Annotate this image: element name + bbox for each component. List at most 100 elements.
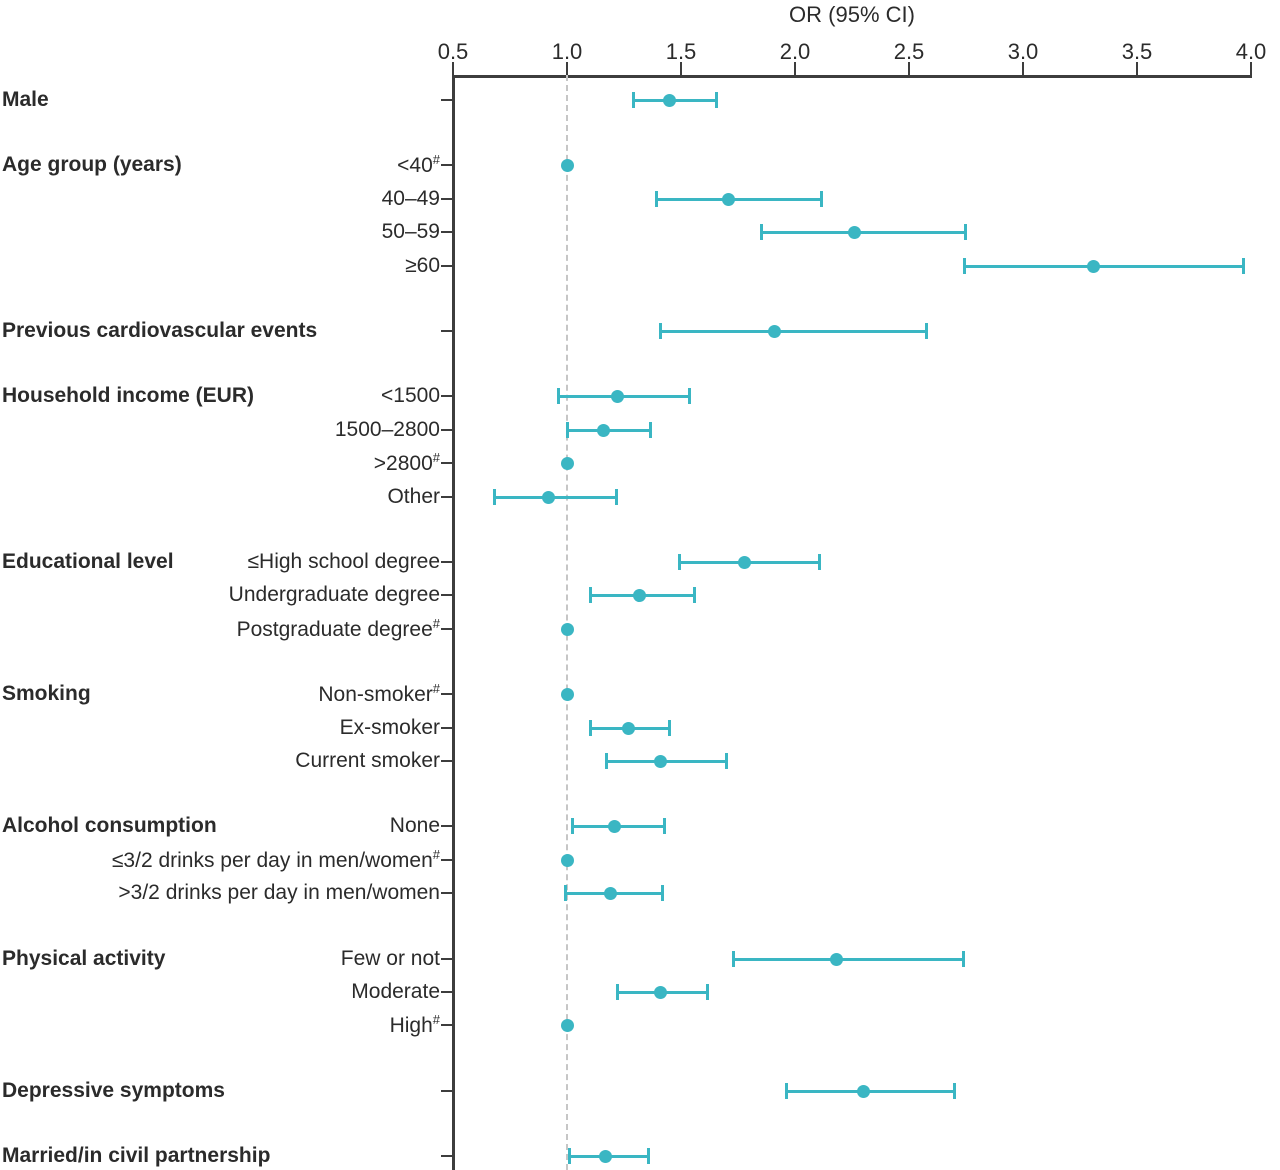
ci-cap-upper: [962, 951, 965, 967]
ci-cap-lower: [571, 818, 574, 834]
row-label: <1500: [381, 384, 440, 407]
or-point: [768, 324, 781, 338]
row-label: 1500–2800: [334, 418, 440, 441]
group-header: Previous cardiovascular events: [2, 319, 318, 342]
ci-bar: [761, 231, 966, 234]
row-label: >3/2 drinks per day in men/women: [118, 881, 440, 904]
y-axis-tick: [441, 231, 453, 233]
x-tick-label: 3.0: [1007, 39, 1039, 64]
row-label: Other: [387, 485, 440, 508]
y-axis-tick: [441, 1024, 453, 1026]
ci-cap-lower: [568, 1148, 571, 1164]
group-header: Married/in civil partnership: [2, 1144, 271, 1167]
row-label: ≤3/2 drinks per day in men/women#: [111, 847, 440, 872]
x-tick-label: 2.5: [893, 39, 925, 64]
row-label: Moderate: [351, 980, 440, 1003]
ci-cap-upper: [715, 92, 718, 108]
ci-cap-upper: [615, 489, 618, 505]
or-point: [738, 555, 751, 569]
row-label: ≤High school degree: [247, 550, 440, 573]
x-tick-label: 4.0: [1235, 39, 1267, 64]
ci-cap-lower: [566, 422, 569, 438]
row-label: High#: [389, 1012, 440, 1037]
y-axis-tick: [441, 1090, 453, 1092]
row-label: Few or not: [340, 947, 440, 970]
or-point: [561, 456, 574, 470]
y-axis-tick: [441, 395, 453, 397]
or-point: [1087, 259, 1100, 273]
x-axis-tick: [908, 62, 910, 75]
x-axis-tick: [1250, 62, 1252, 75]
x-axis-tick: [794, 62, 796, 75]
group-header: Age group (years): [2, 153, 182, 176]
reference-marker: #: [432, 616, 440, 631]
ci-cap-upper: [820, 191, 823, 207]
row-label: Ex-smoker: [339, 716, 440, 739]
ci-cap-lower: [963, 258, 966, 274]
ci-cap-upper: [661, 885, 664, 901]
ci-cap-lower: [616, 984, 619, 1000]
group-header: Alcohol consumption: [2, 814, 217, 837]
ci-cap-upper: [725, 753, 728, 769]
ci-bar: [558, 395, 690, 398]
ci-cap-lower: [632, 92, 635, 108]
y-axis-tick: [441, 693, 453, 695]
or-point: [622, 721, 635, 735]
row-label: Non-smoker#: [318, 681, 440, 706]
ci-cap-upper: [663, 818, 666, 834]
reference-marker: #: [432, 681, 440, 696]
row-label: <40#: [397, 152, 440, 177]
y-axis-tick: [441, 198, 453, 200]
x-axis-title: OR (95% CI): [789, 2, 915, 27]
row-label: 40–49: [381, 187, 440, 210]
row-label: None: [389, 814, 440, 837]
ci-cap-lower: [732, 951, 735, 967]
ci-cap-lower: [760, 224, 763, 240]
or-point: [561, 1018, 574, 1032]
ci-cap-upper: [964, 224, 967, 240]
x-tick-label: 1.0: [551, 39, 583, 64]
x-axis-tick: [680, 62, 682, 75]
y-axis-tick: [441, 859, 453, 861]
ci-cap-lower: [785, 1083, 788, 1099]
x-tick-label: 3.5: [1121, 39, 1153, 64]
y-axis-tick: [441, 1155, 453, 1157]
or-point: [611, 389, 624, 403]
reference-marker: #: [432, 847, 440, 862]
or-point: [857, 1084, 870, 1098]
ci-cap-upper: [693, 587, 696, 603]
or-point: [848, 225, 861, 239]
ci-cap-upper: [953, 1083, 956, 1099]
y-axis-tick: [441, 594, 453, 596]
y-axis-tick: [441, 628, 453, 630]
x-axis-tick: [452, 62, 454, 75]
reference-marker: #: [432, 152, 440, 167]
or-point: [561, 158, 574, 172]
row-label: ≥60: [405, 254, 440, 277]
reference-marker: #: [432, 450, 440, 465]
ci-cap-lower: [589, 587, 592, 603]
y-axis-tick: [441, 561, 453, 563]
group-header: Depressive symptoms: [2, 1079, 225, 1102]
group-header: Smoking: [2, 682, 91, 705]
or-point: [597, 423, 610, 437]
y-axis-tick: [441, 429, 453, 431]
ci-cap-upper: [1242, 258, 1245, 274]
ci-cap-upper: [649, 422, 652, 438]
ci-cap-lower: [589, 720, 592, 736]
ci-bar: [656, 198, 822, 201]
ci-cap-lower: [605, 753, 608, 769]
group-header: Household income (EUR): [2, 384, 255, 407]
y-axis-line: [452, 75, 455, 1170]
row-label: Undergraduate degree: [228, 583, 440, 606]
x-axis-line: [452, 75, 1252, 78]
y-axis-tick: [441, 825, 453, 827]
ci-cap-upper: [688, 388, 691, 404]
ci-cap-lower: [655, 191, 658, 207]
ci-cap-upper: [925, 323, 928, 339]
or-point: [722, 192, 735, 206]
y-axis-tick: [441, 99, 453, 101]
y-axis-tick: [441, 496, 453, 498]
ci-cap-upper: [647, 1148, 650, 1164]
